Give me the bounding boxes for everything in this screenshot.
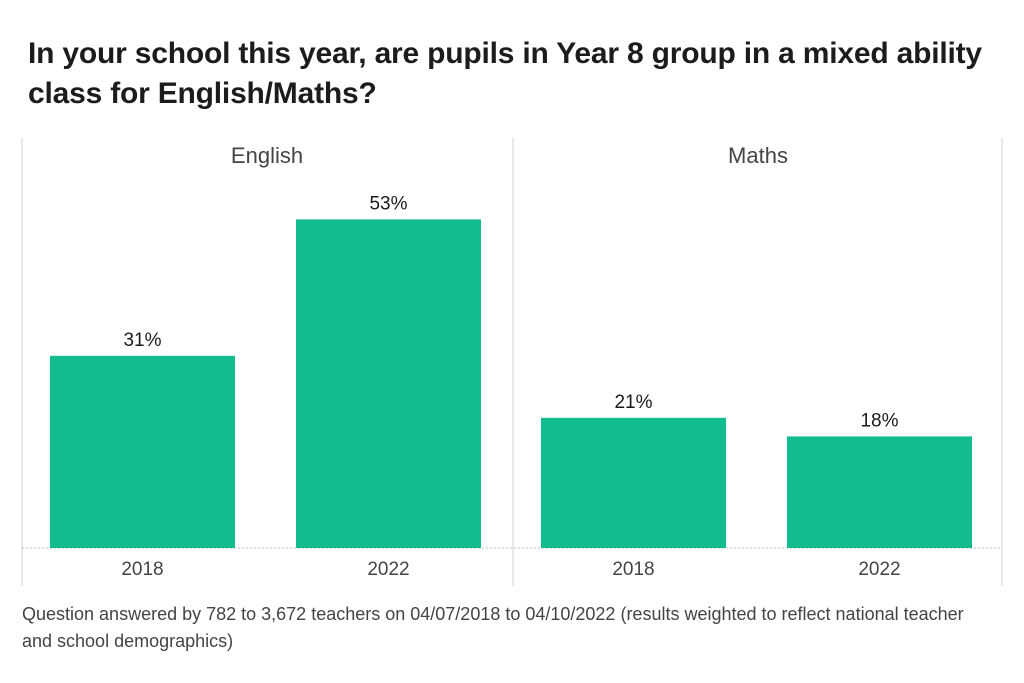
x-tick-label-maths-2018: 2018 bbox=[612, 559, 654, 580]
chart-footnote: Question answered by 782 to 3,672 teache… bbox=[22, 604, 964, 651]
data-label-maths-2022: 18% bbox=[860, 410, 898, 431]
data-label-maths-2018: 21% bbox=[614, 392, 652, 413]
data-label-english-2022: 53% bbox=[369, 193, 407, 214]
bar-english-2022 bbox=[296, 219, 481, 548]
panel-title-english: English bbox=[231, 143, 303, 168]
data-label-english-2018: 31% bbox=[123, 330, 161, 351]
chart-title: In your school this year, are pupils in … bbox=[28, 37, 982, 110]
panel-title-maths: Maths bbox=[728, 143, 788, 168]
bar-english-2018 bbox=[50, 355, 235, 548]
x-tick-label-maths-2022: 2022 bbox=[858, 559, 900, 580]
x-tick-label-english-2022: 2022 bbox=[367, 559, 409, 580]
bar-maths-2022 bbox=[787, 436, 972, 548]
x-tick-label-english-2018: 2018 bbox=[121, 559, 163, 580]
bar-maths-2018 bbox=[541, 417, 726, 548]
